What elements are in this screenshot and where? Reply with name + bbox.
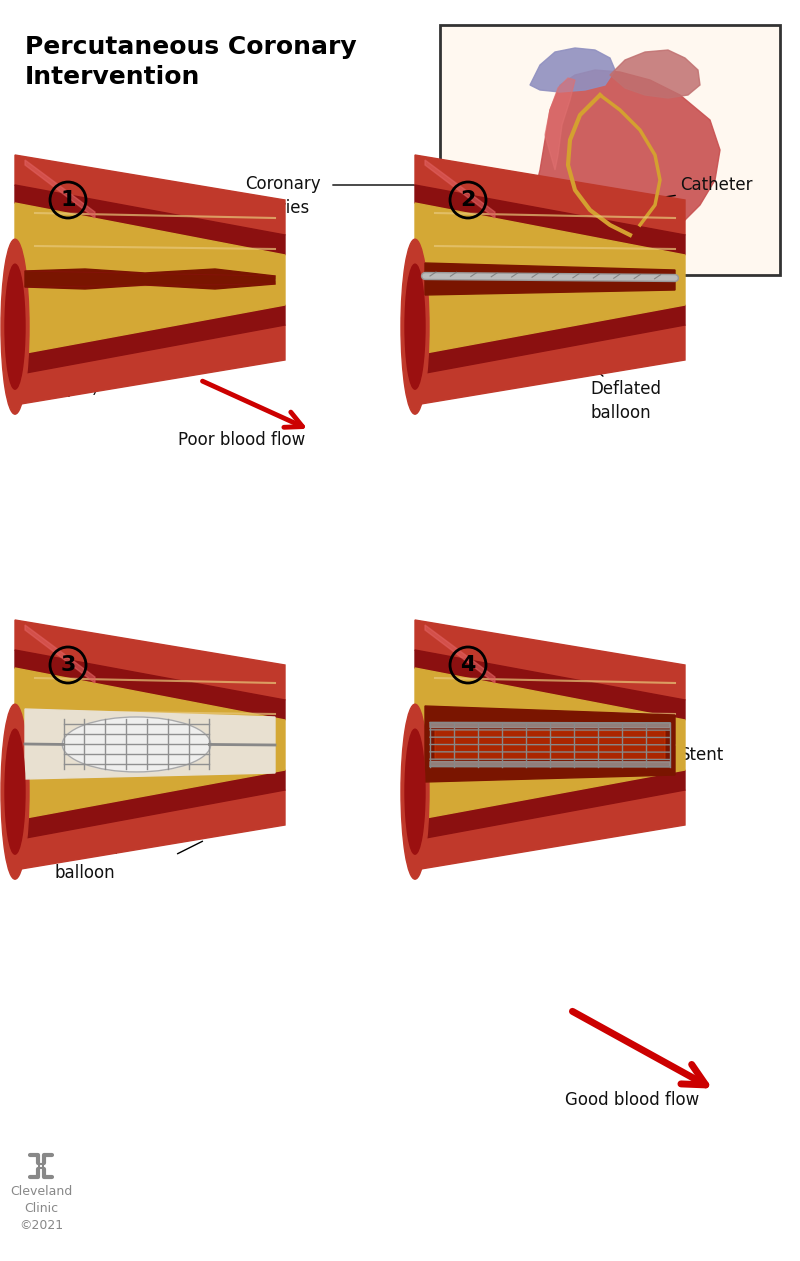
Ellipse shape — [62, 718, 210, 772]
Bar — [440, 25, 780, 275]
Polygon shape — [15, 203, 285, 356]
Polygon shape — [415, 620, 685, 700]
Text: Stent: Stent — [680, 747, 724, 764]
Polygon shape — [530, 48, 615, 92]
Polygon shape — [15, 620, 285, 700]
Polygon shape — [425, 264, 675, 295]
Text: Cleveland
Clinic
©2021: Cleveland Clinic ©2021 — [10, 1185, 72, 1232]
Polygon shape — [15, 770, 285, 840]
Text: Catheter: Catheter — [680, 177, 753, 194]
Polygon shape — [415, 325, 685, 405]
Text: Percutaneous Coronary
Intervention: Percutaneous Coronary Intervention — [25, 35, 357, 88]
Polygon shape — [15, 668, 285, 820]
Polygon shape — [25, 625, 95, 683]
Polygon shape — [15, 305, 285, 375]
Ellipse shape — [5, 729, 25, 854]
Polygon shape — [15, 789, 285, 870]
Polygon shape — [25, 709, 275, 779]
Ellipse shape — [401, 240, 429, 414]
Text: Inflated
balloon: Inflated balloon — [55, 840, 118, 881]
Text: 3: 3 — [60, 654, 76, 675]
Text: 1: 1 — [60, 190, 76, 211]
Polygon shape — [435, 730, 665, 759]
Polygon shape — [530, 71, 720, 248]
Polygon shape — [415, 185, 685, 255]
Polygon shape — [425, 160, 495, 218]
Polygon shape — [415, 668, 685, 820]
Polygon shape — [425, 706, 675, 782]
Text: Atherosclerosis
(plaque): Atherosclerosis (plaque) — [30, 356, 157, 397]
Polygon shape — [15, 649, 285, 720]
Polygon shape — [545, 78, 575, 170]
Polygon shape — [25, 160, 95, 218]
Text: Good blood flow: Good blood flow — [565, 1091, 699, 1108]
Text: 4: 4 — [460, 654, 476, 675]
Polygon shape — [425, 625, 495, 683]
Polygon shape — [415, 155, 685, 235]
Polygon shape — [415, 649, 685, 720]
Ellipse shape — [405, 264, 425, 390]
Text: Deflated
balloon: Deflated balloon — [590, 380, 661, 421]
Polygon shape — [15, 185, 285, 255]
Polygon shape — [610, 50, 700, 98]
Polygon shape — [415, 789, 685, 870]
Polygon shape — [415, 770, 685, 840]
Polygon shape — [15, 155, 285, 235]
Ellipse shape — [1, 704, 29, 879]
Polygon shape — [415, 305, 685, 375]
Polygon shape — [430, 762, 670, 767]
Polygon shape — [15, 325, 285, 405]
Ellipse shape — [405, 729, 425, 854]
Polygon shape — [430, 723, 670, 728]
Text: 2: 2 — [460, 190, 476, 211]
Ellipse shape — [5, 264, 25, 390]
Polygon shape — [415, 203, 685, 356]
Ellipse shape — [401, 704, 429, 879]
Text: Coronary
arteries: Coronary arteries — [245, 175, 321, 217]
Polygon shape — [25, 269, 275, 289]
Text: Poor blood flow: Poor blood flow — [178, 431, 306, 449]
Ellipse shape — [1, 240, 29, 414]
